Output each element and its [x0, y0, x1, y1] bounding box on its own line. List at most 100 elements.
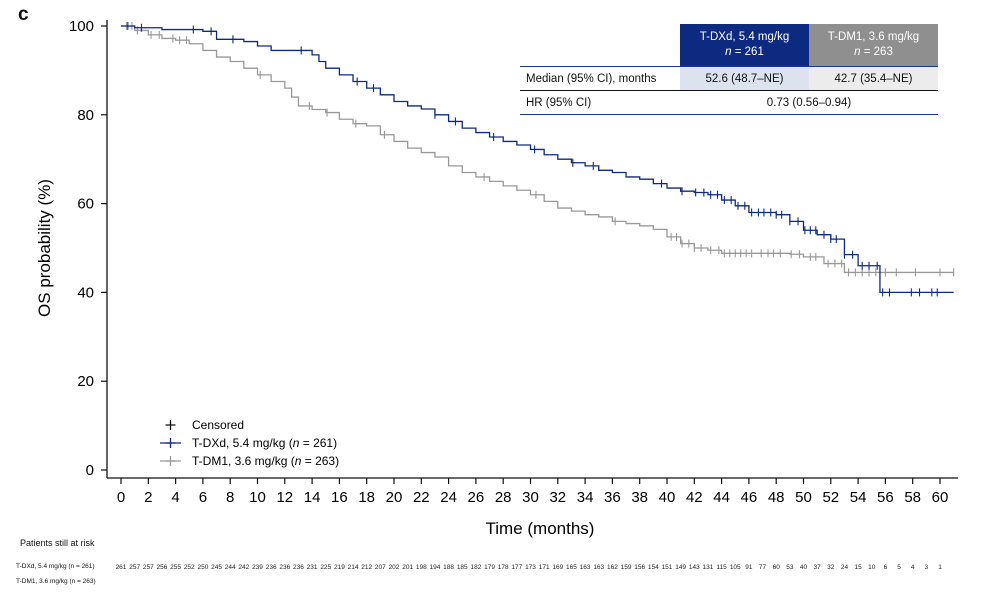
x-tick-label: 20 — [386, 489, 403, 506]
at-risk-value: 244 — [225, 564, 236, 571]
at-risk-value: 256 — [157, 564, 168, 571]
at-risk-value: 105 — [730, 564, 741, 571]
x-tick-label: 36 — [604, 489, 621, 506]
y-tick-label: 0 — [86, 462, 94, 479]
at-risk-value: 171 — [539, 564, 550, 571]
at-risk-value: 10 — [868, 564, 876, 571]
x-tick-label: 22 — [413, 489, 430, 506]
at-risk-value: 198 — [416, 564, 427, 571]
summary-table: T-DXd, 5.4 mg/kg n = 261 T-DM1, 3.6 mg/k… — [520, 24, 938, 115]
at-risk-value: 212 — [361, 564, 372, 571]
at-risk-value: 201 — [402, 564, 413, 571]
x-tick-label: 6 — [199, 489, 207, 506]
legend-censor-icon — [165, 438, 176, 448]
at-risk-value: 185 — [457, 564, 468, 571]
x-tick-label: 8 — [226, 489, 234, 506]
at-risk-value: 143 — [689, 564, 700, 571]
header-blank — [520, 24, 680, 66]
x-tick-label: 10 — [249, 489, 266, 506]
x-tick-label: 48 — [768, 489, 785, 506]
at-risk-value: 214 — [348, 564, 359, 571]
at-risk-value: 37 — [814, 564, 822, 571]
at-risk-value: 255 — [170, 564, 181, 571]
x-tick-label: 0 — [117, 489, 125, 506]
x-tick-label: 56 — [877, 489, 894, 506]
x-tick-label: 38 — [631, 489, 648, 506]
at-risk-value: 202 — [389, 564, 400, 571]
x-tick-label: 12 — [276, 489, 293, 506]
at-risk-value: 194 — [430, 564, 441, 571]
at-risk-value: 131 — [703, 564, 714, 571]
x-tick-label: 24 — [440, 489, 457, 506]
x-tick-label: 34 — [577, 489, 594, 506]
at-risk-value: 250 — [197, 564, 208, 571]
at-risk-value: 173 — [525, 564, 536, 571]
x-tick-label: 60 — [932, 489, 949, 506]
at-risk-value: 239 — [252, 564, 263, 571]
at-risk-label-tdxd: T-DXd, 5.4 mg/kg (n = 261) — [16, 563, 95, 570]
median-tdxd: 52.6 (48.7–NE) — [680, 67, 809, 90]
y-tick-label: 20 — [77, 373, 94, 390]
x-tick-label: 28 — [495, 489, 512, 506]
header-tdm1: T-DM1, 3.6 mg/kg n = 263 — [809, 24, 938, 66]
at-risk-value: 163 — [593, 564, 604, 571]
legend-label: Censored — [192, 418, 244, 432]
x-tick-label: 54 — [850, 489, 867, 506]
header-tdxd-label: T-DXd, 5.4 mg/kg — [699, 31, 790, 43]
at-risk-value: 53 — [786, 564, 794, 571]
header-tdm1-label: T-DM1, 3.6 mg/kg — [827, 31, 920, 43]
at-risk-value: 32 — [827, 564, 835, 571]
at-risk-value: 169 — [552, 564, 563, 571]
legend-label: T-DM1, 3.6 mg/kg (n = 263) — [192, 454, 339, 468]
at-risk-value: 188 — [443, 564, 454, 571]
x-tick-label: 42 — [686, 489, 703, 506]
header-tdxd-n-label: n — [725, 46, 732, 58]
at-risk-value: 3 — [925, 564, 929, 571]
x-axis-label: Time (months) — [486, 519, 595, 538]
at-risk-value: 178 — [498, 564, 509, 571]
x-tick-label: 32 — [549, 489, 566, 506]
panel-label: c — [18, 4, 29, 25]
hr-row: HR (95% CI) 0.73 (0.56–0.94) — [520, 91, 938, 115]
y-tick-label: 100 — [69, 18, 94, 35]
x-tick-label: 46 — [741, 489, 758, 506]
y-axis-label: OS probability (%) — [35, 179, 54, 317]
at-risk-value: 236 — [293, 564, 304, 571]
km-curve-tdxd — [121, 25, 954, 294]
y-tick-label: 80 — [77, 107, 94, 124]
at-risk-value: 115 — [716, 564, 727, 571]
at-risk-value: 162 — [607, 564, 618, 571]
at-risk-value: 207 — [375, 564, 386, 571]
at-risk-value: 5 — [897, 564, 901, 571]
at-risk-value: 151 — [662, 564, 673, 571]
header-tdxd: T-DXd, 5.4 mg/kg n = 261 — [680, 24, 809, 66]
x-tick-label: 2 — [144, 489, 152, 506]
at-risk-value: 159 — [621, 564, 632, 571]
at-risk-value: 177 — [511, 564, 522, 571]
at-risk-value: 236 — [279, 564, 290, 571]
at-risk-value: 91 — [745, 564, 753, 571]
hr-label: HR (95% CI) — [526, 96, 592, 109]
at-risk-value: 4 — [911, 564, 915, 571]
at-risk-value: 225 — [320, 564, 331, 571]
at-risk-value: 261 — [116, 564, 127, 571]
at-risk-value: 242 — [238, 564, 249, 571]
legend-censor-icon — [165, 420, 176, 430]
at-risk-value: 182 — [470, 564, 481, 571]
x-tick-label: 58 — [904, 489, 921, 506]
x-tick-label: 16 — [331, 489, 348, 506]
hr-value: 0.73 (0.56–0.94) — [766, 96, 852, 109]
at-risk-value: 154 — [648, 564, 659, 571]
at-risk-value: 231 — [307, 564, 318, 571]
at-risk-value: 149 — [675, 564, 686, 571]
header-tdxd-n: = 261 — [734, 46, 764, 58]
at-risk-value: 257 — [143, 564, 154, 571]
at-risk-value: 236 — [266, 564, 277, 571]
x-tick-label: 18 — [358, 489, 375, 506]
at-risk-value: 24 — [841, 564, 849, 571]
at-risk-value: 257 — [129, 564, 140, 571]
x-tick-label: 26 — [468, 489, 485, 506]
at-risk-value: 6 — [884, 564, 888, 571]
summary-table-header: T-DXd, 5.4 mg/kg n = 261 T-DM1, 3.6 mg/k… — [520, 24, 938, 67]
median-tdm1: 42.7 (35.4–NE) — [809, 67, 938, 90]
